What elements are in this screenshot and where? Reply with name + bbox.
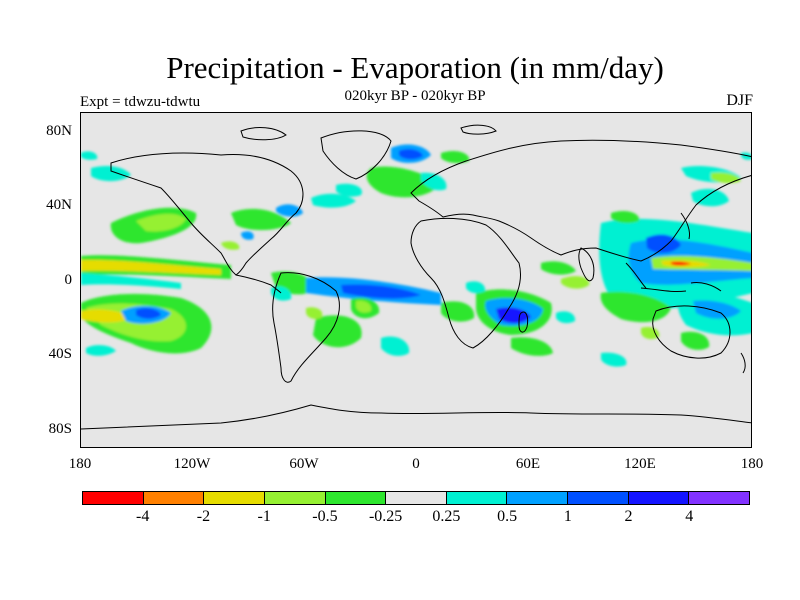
y-tick-label: 80N <box>46 123 72 139</box>
colorbar-label: 4 <box>685 508 694 525</box>
y-tick-label: 80S <box>48 421 72 437</box>
y-tick-label: 40S <box>48 346 72 362</box>
plot-subtitle: 020kyr BP - 020kyr BP <box>344 88 486 104</box>
x-tick-label: 180 <box>68 456 92 472</box>
world-map <box>81 124 751 430</box>
colorbar-label: 2 <box>624 508 633 525</box>
colorbar-swatch <box>507 492 569 504</box>
colorbar-swatch <box>689 492 750 504</box>
x-tick-label: 120E <box>624 456 656 472</box>
season-label: DJF <box>726 92 753 109</box>
x-tick-label: 60W <box>289 456 319 472</box>
colorbar-label: 0.25 <box>432 508 461 525</box>
x-tick-label: 180 <box>740 456 764 472</box>
colorbar-label: -4 <box>136 508 150 525</box>
coastlines <box>81 124 751 430</box>
plot-title: Precipitation - Evaporation (in mm/day) <box>166 50 664 85</box>
colorbar-swatch <box>204 492 265 504</box>
colorbar-swatch <box>628 492 690 504</box>
colorbar-label: 0.5 <box>497 508 518 525</box>
y-tick-label: 0 <box>64 272 73 288</box>
colorbar-label: 1 <box>563 508 572 525</box>
colorbar <box>82 491 750 505</box>
colorbar-label: -0.25 <box>368 508 403 525</box>
colorbar-swatch <box>143 492 205 504</box>
colorbar-swatch <box>264 492 326 504</box>
map-panel <box>80 112 752 448</box>
colorbar-label: -0.5 <box>312 508 338 525</box>
colorbar-label: -1 <box>257 508 271 525</box>
x-tick-label: 0 <box>412 456 420 472</box>
x-tick-label: 120W <box>173 456 211 472</box>
colorbar-swatch <box>446 492 508 504</box>
colorbar-label: -2 <box>196 508 211 525</box>
x-tick-label: 60E <box>515 456 541 472</box>
experiment-label: Expt = tdwzu-tdwtu <box>80 94 201 110</box>
colorbar-swatch <box>83 492 144 504</box>
colorbar-swatch <box>568 492 629 504</box>
colorbar-swatch <box>386 492 447 504</box>
y-tick-label: 40N <box>46 197 72 213</box>
colorbar-swatch <box>325 492 387 504</box>
